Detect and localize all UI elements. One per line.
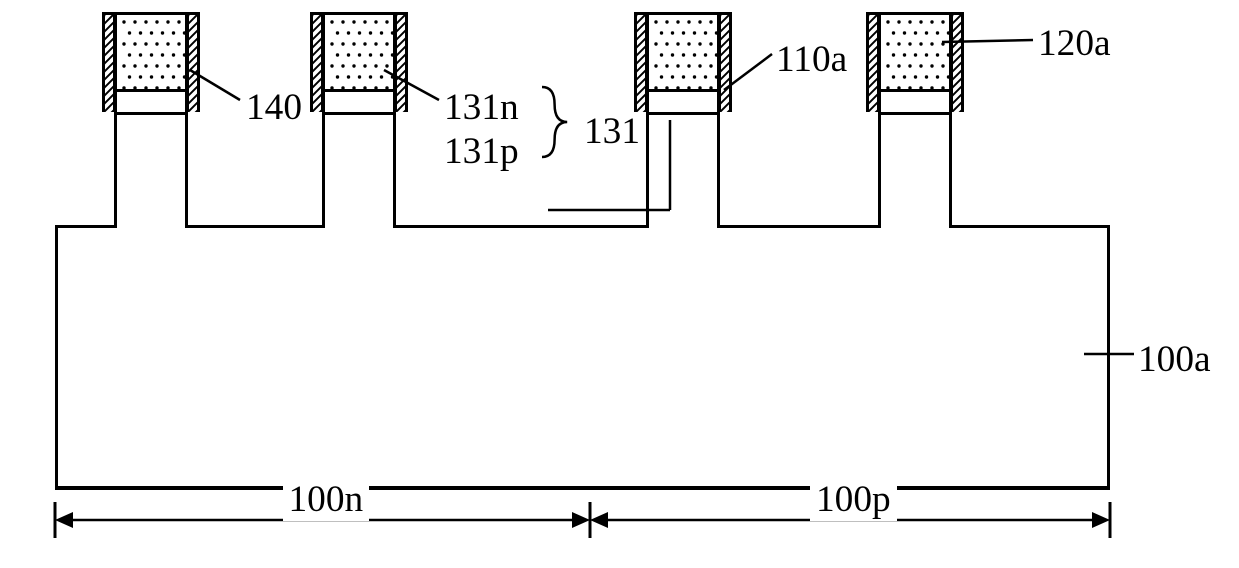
label-l131p: 131p [444, 130, 519, 173]
label-l110a: 110a [776, 38, 847, 81]
diagram-canvas: 100n100p140131n131p131110a120a100a [0, 0, 1239, 568]
dimension-right [0, 0, 1239, 568]
dimension-label-right: 100p [810, 478, 897, 521]
label-l120a: 120a [1038, 22, 1111, 65]
label-l131n: 131n [444, 86, 519, 129]
label-l131: 131 [584, 110, 640, 153]
label-l100a: 100a [1138, 338, 1211, 381]
label-l140: 140 [246, 86, 302, 129]
